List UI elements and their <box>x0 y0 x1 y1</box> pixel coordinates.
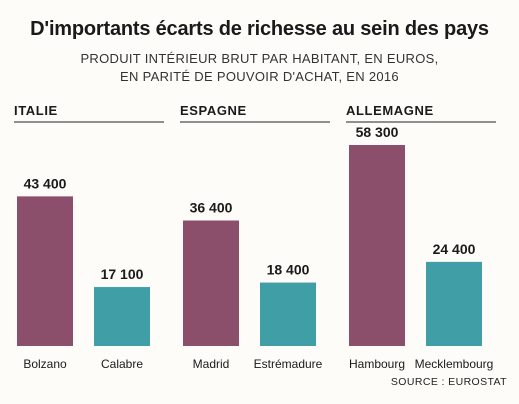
category-label: Estrémadure <box>254 357 323 371</box>
subtitle-line-2: EN PARITÉ DE POUVOIR D'ACHAT, EN 2016 <box>120 69 399 84</box>
bar <box>17 196 73 346</box>
data-label: 17 100 <box>101 266 144 282</box>
chart-subtitle: PRODUIT INTÉRIEUR BRUT PAR HABITANT, EN … <box>60 50 459 86</box>
bar <box>349 145 405 346</box>
data-label: 24 400 <box>433 241 476 257</box>
category-label: Madrid <box>193 357 230 371</box>
group-label: ALLEMAGNE <box>346 103 434 118</box>
category-label: Bolzano <box>23 357 67 371</box>
group-label: ITALIE <box>14 103 58 118</box>
chart-title: D'importants écarts de richesse au sein … <box>30 18 489 40</box>
bar <box>260 282 316 346</box>
category-label: Mecklembourg <box>415 357 494 371</box>
group-label: ESPAGNE <box>180 103 247 118</box>
bar <box>426 261 482 346</box>
data-label: 36 400 <box>190 200 233 216</box>
category-label: Hambourg <box>349 357 405 371</box>
data-label: 58 300 <box>356 124 399 140</box>
bar <box>94 287 150 346</box>
category-label: Calabre <box>101 357 143 371</box>
data-label: 43 400 <box>24 175 67 191</box>
subtitle-line-1: PRODUIT INTÉRIEUR BRUT PAR HABITANT, EN … <box>80 51 439 66</box>
bar <box>183 220 239 346</box>
data-label: 18 400 <box>267 262 310 278</box>
source-note: SOURCE : EUROSTAT <box>390 376 507 388</box>
